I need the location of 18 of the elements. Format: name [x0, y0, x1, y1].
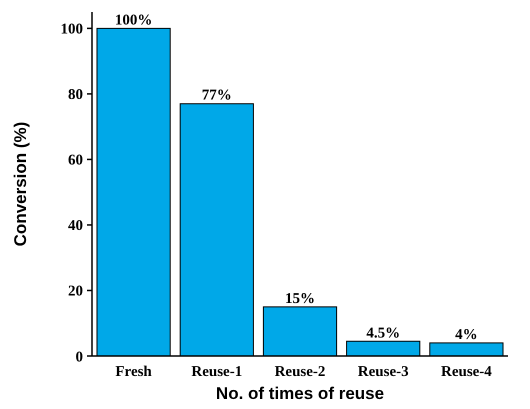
x-tick-label: Fresh	[115, 364, 152, 380]
x-tick-label: Reuse-2	[274, 364, 326, 380]
x-axis-title: No. of times of reuse	[216, 384, 384, 403]
x-tick-label: Reuse-1	[191, 364, 242, 380]
data-label: 15%	[285, 290, 315, 307]
y-tick-label: 0	[76, 349, 83, 366]
y-tick-label: 100	[60, 22, 83, 38]
data-label: 77%	[202, 88, 232, 104]
x-tick-label: Reuse-3	[358, 364, 409, 380]
y-tick-label: 60	[68, 152, 83, 169]
y-tick-label: 40	[68, 218, 83, 234]
data-label: 100%	[114, 12, 152, 28]
data-label: 4.5%	[366, 325, 400, 342]
y-tick-label: 20	[68, 284, 83, 300]
data-label: 4%	[455, 326, 478, 343]
x-tick-label: Reuse-4	[440, 364, 492, 380]
y-tick-label: 80	[68, 87, 83, 104]
y-axis-title: Conversion (%)	[11, 122, 30, 246]
